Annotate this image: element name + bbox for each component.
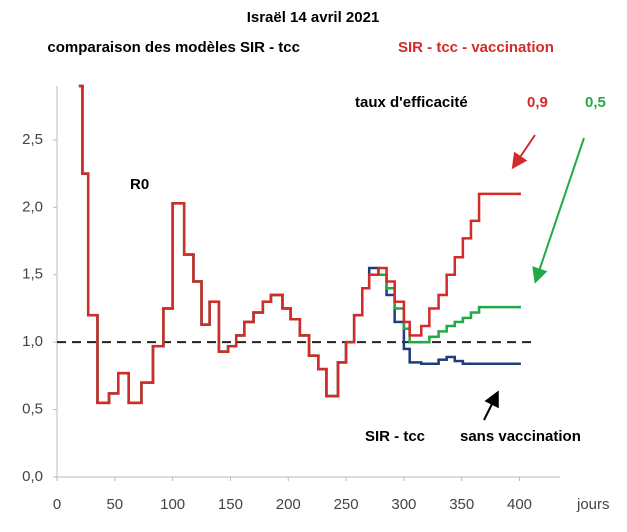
x-tick-label: 200 <box>276 496 301 513</box>
x-tick-label: 100 <box>160 496 185 513</box>
arrow <box>532 137 585 284</box>
y-tick-label: 1,5 <box>22 266 43 283</box>
annotation: taux d'efficacité <box>355 94 468 111</box>
y-tick-label: 0,0 <box>22 468 43 485</box>
series-label: SIR - tcc <box>365 428 425 445</box>
x-tick-label: 300 <box>391 496 416 513</box>
x-tick-label: 0 <box>53 496 61 513</box>
x-tick-label: 50 <box>106 496 123 513</box>
chart-subtitle: comparaison des modèles SIR - tcc <box>47 39 300 56</box>
series-label: 0,9 <box>527 94 548 111</box>
x-axis-label: jours <box>576 496 610 513</box>
y-tick-label: 1,0 <box>22 333 43 350</box>
chart-title: Israël 14 avril 2021 <box>247 9 380 26</box>
series-label: 0,5 <box>585 94 606 111</box>
x-tick-label: 150 <box>218 496 243 513</box>
x-tick-label: 250 <box>334 496 359 513</box>
y-tick-label: 2,0 <box>22 198 43 215</box>
chart-subtitle-highlight: SIR - tcc - vaccination <box>398 39 554 56</box>
x-tick-label: 350 <box>449 496 474 513</box>
y-tick-label: 0,5 <box>22 401 43 418</box>
annotation: R0 <box>130 176 149 193</box>
annotation: sans vaccination <box>460 428 581 445</box>
y-tick-label: 2,5 <box>22 131 43 148</box>
x-tick-label: 400 <box>507 496 532 513</box>
arrow <box>511 134 536 170</box>
arrow <box>483 390 499 421</box>
